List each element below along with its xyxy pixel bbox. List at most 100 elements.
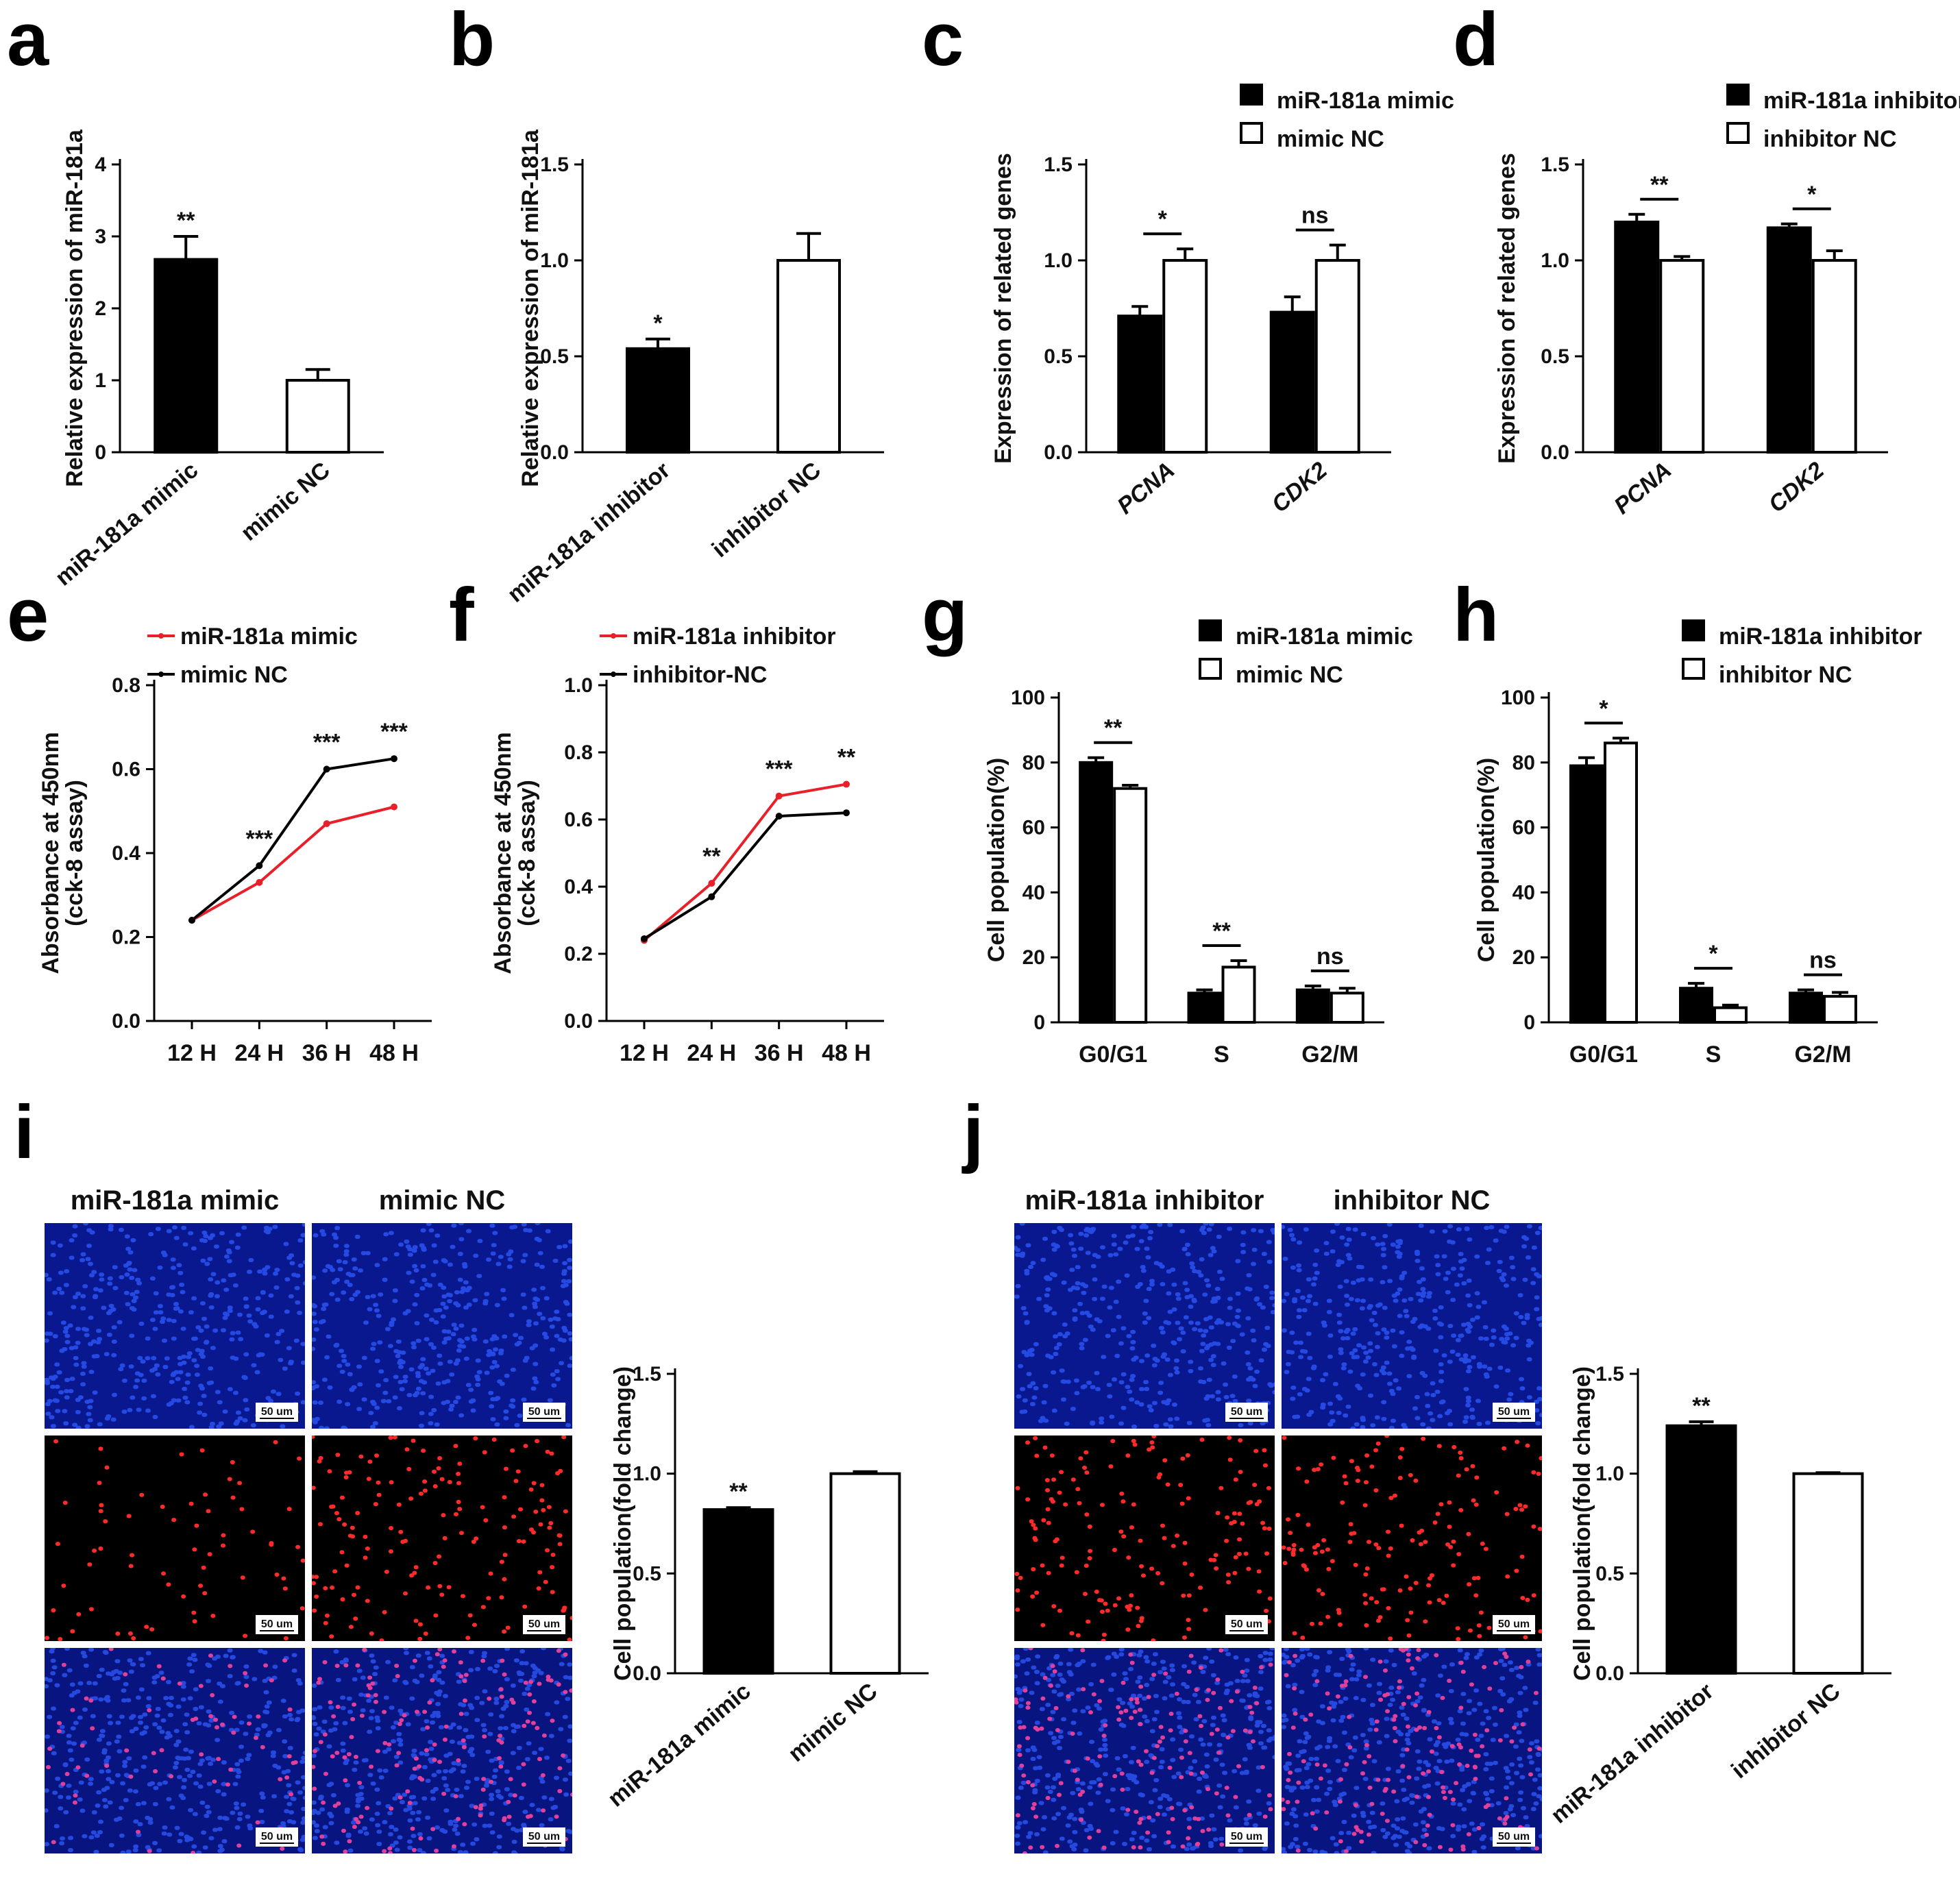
micrograph-column-label: inhibitor NC — [1334, 1185, 1491, 1216]
y-tick-label: 60 — [1512, 817, 1535, 839]
x-category-label: G0/G1 — [1079, 1042, 1147, 1068]
significance-label: *** — [380, 719, 408, 745]
x-tick-label: 48 H — [822, 1040, 871, 1066]
bar — [1665, 1424, 1737, 1675]
micrograph-tile: 50 um — [312, 1223, 572, 1429]
chart-d: 0.0 0.5 1.0 1.5 Expression of related genes m… — [1494, 84, 1960, 519]
series-line — [191, 757, 395, 922]
bar — [1569, 764, 1604, 1024]
legend-label: mimic NC — [1236, 662, 1343, 688]
bar — [1162, 259, 1208, 454]
y-tick-label: 1.0 — [1044, 249, 1073, 272]
micrograph-column-label: miR-181a mimic — [71, 1185, 280, 1216]
data-point — [256, 878, 263, 886]
blue-nuclei — [1014, 1223, 1275, 1429]
data-point — [843, 809, 850, 817]
y-tick-label: 0 — [95, 441, 106, 464]
bar — [285, 379, 350, 454]
y-tick-label: 0 — [1033, 1011, 1045, 1034]
chart-a: 0 1 2 3 4 Relative expression of miR-181a ** mi… — [51, 129, 384, 591]
micrograph-i: miR-181a mimic mimic NC 50 um 50 um 50 um 50 … — [45, 1185, 572, 1853]
micrograph-tile: 50 um — [1014, 1223, 1275, 1429]
y-axis-label: Cell population(fold change) — [610, 1366, 636, 1681]
data-point — [188, 917, 195, 924]
bar — [1113, 787, 1148, 1024]
significance-label: *** — [245, 826, 273, 852]
x-category-label: miR-181a mimic — [603, 1678, 756, 1812]
x-tick-label: 24 H — [687, 1040, 736, 1066]
micrograph-tile: 50 um — [45, 1436, 305, 1641]
y-tick-label: 1.0 — [540, 249, 569, 272]
y-tick-label: 20 — [1512, 946, 1535, 969]
significance-label: ** — [1650, 172, 1669, 198]
significance-label: ** — [1104, 715, 1123, 741]
y-tick-label: 0.0 — [540, 441, 569, 464]
panel-label-g: g — [922, 573, 968, 657]
y-axis-label: Cell population(fold change) — [1569, 1366, 1595, 1681]
legend-label: miR-181a inhibitor — [1763, 88, 1960, 114]
y-axis-label: Absorbance at 450nm — [490, 732, 516, 974]
y-tick-label: 0.5 — [540, 345, 569, 368]
legend-label: miR-181a mimic — [180, 624, 358, 650]
scale-bar-label: 50 um — [1498, 1831, 1530, 1843]
y-tick-label: 1.0 — [1541, 249, 1569, 272]
micrograph-tile: 50 um — [1282, 1436, 1542, 1641]
series-line — [643, 783, 847, 941]
bar — [1811, 259, 1857, 454]
bar — [1221, 965, 1256, 1024]
tile-background — [45, 1436, 305, 1641]
legend-label: miR-181a inhibitor — [1719, 624, 1922, 650]
scale-bar-label: 50 um — [1498, 1406, 1530, 1418]
y-tick-label: 2 — [95, 297, 106, 320]
chart-e: 0.0 0.2 0.4 0.6 0.8 Absorbance at 450nm(cck-8… — [38, 624, 432, 1066]
legend-swatch — [1682, 619, 1705, 641]
micrograph-tile: 50 um — [312, 1436, 572, 1641]
y-tick-label: 1.0 — [633, 1463, 661, 1486]
x-category-label: G2/M — [1301, 1042, 1358, 1068]
x-category-label: miR-181a inhibitor — [1546, 1678, 1719, 1829]
y-tick-label: 0.4 — [564, 876, 593, 898]
bar — [702, 1508, 774, 1675]
x-tick-label: 36 H — [755, 1040, 804, 1066]
y-tick-label: 1.5 — [540, 153, 569, 176]
y-tick-label: 80 — [1512, 752, 1535, 774]
scale-bar-label: 50 um — [261, 1618, 293, 1630]
y-tick-label: 0.5 — [1595, 1562, 1624, 1585]
y-axis-label-2: (cck-8 assay) — [514, 780, 540, 926]
micrograph-tile: 50 um — [45, 1648, 305, 1853]
scale-bar-label: 50 um — [261, 1831, 293, 1843]
tile-background — [1282, 1436, 1542, 1641]
y-tick-label: 20 — [1022, 946, 1045, 969]
tile-background — [1014, 1436, 1275, 1641]
y-tick-label: 0.0 — [564, 1010, 593, 1033]
significance-label: ** — [177, 208, 195, 234]
y-tick-label: 1.5 — [1541, 153, 1569, 176]
x-category-label: mimic NC — [236, 457, 335, 546]
legend-label: mimic NC — [1277, 126, 1384, 152]
x-category-label: CDK2 — [1267, 457, 1332, 518]
x-category-label: inhibitor NC — [707, 457, 826, 563]
data-point — [391, 803, 397, 811]
y-tick-label: 80 — [1022, 752, 1045, 774]
y-tick-label: 0 — [1523, 1011, 1535, 1034]
y-tick-label: 0.0 — [633, 1662, 661, 1685]
y-tick-label: 40 — [1512, 881, 1535, 904]
significance-label: *** — [313, 730, 341, 756]
x-tick-label: 48 H — [369, 1040, 419, 1066]
bar — [1295, 988, 1330, 1024]
micrograph-tile: 50 um — [1014, 1436, 1275, 1641]
micrograph-tile: 50 um — [1282, 1223, 1542, 1429]
series-line — [191, 805, 395, 922]
x-tick-label: 12 H — [167, 1040, 217, 1066]
scale-bar-label: 50 um — [528, 1831, 560, 1843]
series-line — [643, 811, 847, 940]
tile-background — [312, 1436, 572, 1641]
legend-marker — [611, 672, 616, 677]
bar — [1604, 741, 1638, 1024]
y-tick-label: 0.0 — [1595, 1662, 1624, 1685]
y-axis-label: Cell population(%) — [1473, 758, 1499, 962]
y-tick-label: 0.5 — [633, 1562, 661, 1585]
